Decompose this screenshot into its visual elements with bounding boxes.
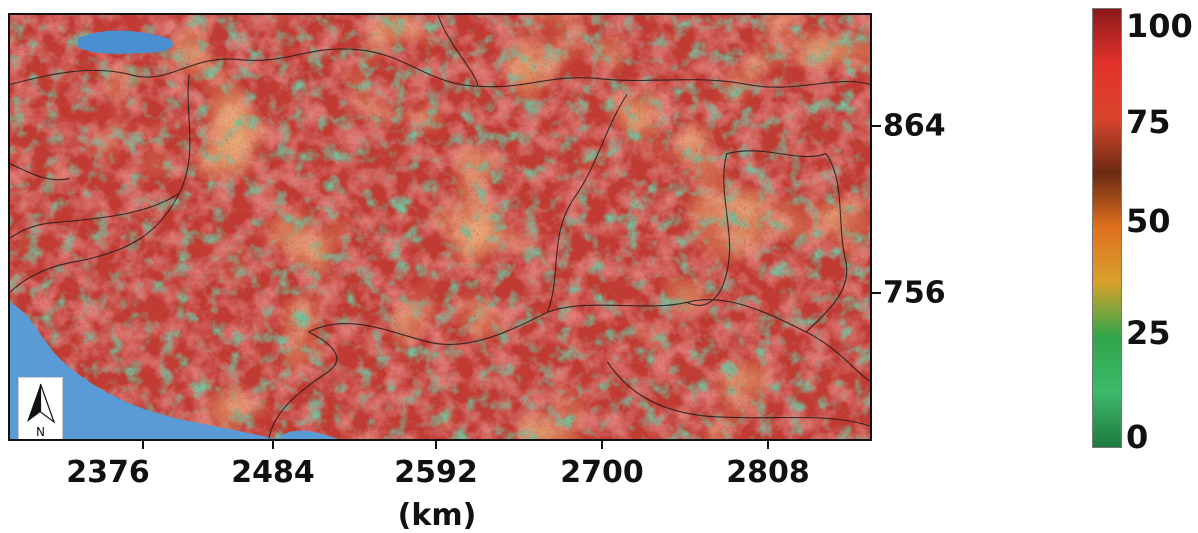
colorbar-label: 0 <box>1126 418 1149 456</box>
x-tick-mark <box>142 441 144 449</box>
admin-boundaries <box>10 15 870 439</box>
north-arrow: N <box>18 377 63 439</box>
colorbar-label: 25 <box>1126 314 1171 352</box>
map-panel: N <box>8 13 872 441</box>
x-tick-mark <box>601 441 603 449</box>
y-tick-label: 864 <box>883 108 946 144</box>
y-tick-label: 756 <box>883 275 946 311</box>
x-tick-mark <box>272 441 274 449</box>
y-tick-mark <box>872 125 881 127</box>
lake <box>77 30 174 54</box>
colorbar <box>1092 8 1122 448</box>
colorbar-label: 100 <box>1126 7 1193 45</box>
x-tick-label: 2376 <box>66 455 150 490</box>
x-tick-mark <box>767 441 769 449</box>
x-tick-label: 2808 <box>726 455 810 490</box>
x-tick-mark <box>435 441 437 449</box>
north-arrow-label: N <box>36 425 45 439</box>
ocean <box>10 302 277 439</box>
north-arrow-icon <box>27 383 56 424</box>
x-tick-label: 2700 <box>560 455 644 490</box>
map-raster <box>10 15 870 439</box>
land-base <box>10 15 870 439</box>
ocean-edge <box>276 430 339 439</box>
x-axis-unit: (km) <box>397 498 477 533</box>
x-tick-label: 2592 <box>394 455 478 490</box>
colorbar-label: 75 <box>1126 103 1171 141</box>
x-tick-label: 2484 <box>231 455 315 490</box>
colorbar-label: 50 <box>1126 202 1171 240</box>
y-tick-mark <box>872 292 881 294</box>
